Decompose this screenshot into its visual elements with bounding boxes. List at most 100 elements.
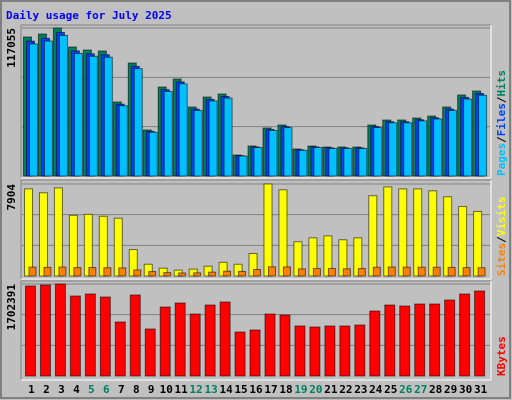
bar	[113, 217, 123, 277]
bar	[53, 187, 63, 277]
x-tick-label: 15	[234, 383, 247, 396]
bar	[103, 56, 113, 177]
bar	[88, 55, 98, 177]
legend-label: Sites	[495, 243, 508, 276]
bar	[234, 331, 246, 377]
bar	[219, 301, 231, 377]
bar	[39, 284, 51, 377]
bar	[178, 272, 187, 277]
bar	[458, 206, 468, 277]
bar	[99, 296, 111, 377]
bar	[417, 266, 426, 277]
x-tick-label: 1	[28, 383, 35, 396]
bar	[238, 155, 248, 177]
bar	[369, 310, 381, 377]
bar	[69, 295, 81, 377]
bar	[24, 285, 36, 377]
bar	[388, 122, 398, 177]
bar	[324, 325, 336, 377]
bar	[312, 268, 321, 277]
bar	[159, 306, 171, 377]
x-tick-label: 25	[384, 383, 397, 396]
x-tick-label: 28	[429, 383, 442, 396]
bar	[73, 267, 82, 277]
x-tick-label: 14	[219, 383, 233, 396]
bar	[189, 313, 201, 377]
bar	[208, 100, 218, 177]
bar	[297, 268, 306, 277]
legend-label: Hits	[495, 70, 508, 97]
bar	[339, 325, 351, 377]
legend: KBytes	[495, 336, 508, 376]
bar	[129, 294, 141, 377]
bar	[84, 293, 96, 377]
bar	[253, 147, 263, 177]
bar	[28, 43, 38, 177]
bar	[342, 268, 351, 277]
bar	[204, 304, 216, 377]
bar	[238, 270, 247, 277]
bar	[114, 321, 126, 377]
bar	[313, 147, 323, 177]
bar	[414, 303, 426, 377]
bar	[428, 190, 438, 277]
bar	[133, 68, 143, 177]
legend-separator: /	[495, 136, 508, 143]
bar	[54, 283, 66, 377]
x-tick-label: 19	[294, 383, 307, 396]
x-tick-label: 3	[58, 383, 65, 396]
bar	[429, 303, 441, 377]
legend: Pages/Files/Hits	[495, 70, 508, 176]
y-tick-label: 117055	[5, 28, 18, 68]
bar	[148, 131, 158, 177]
legend-separator: /	[495, 96, 508, 103]
bar	[148, 271, 157, 277]
x-tick-label: 29	[444, 383, 457, 396]
bar	[268, 266, 277, 277]
bar	[474, 290, 486, 377]
bar	[118, 267, 127, 277]
x-tick-label: 9	[148, 383, 155, 396]
x-tick-label: 13	[205, 383, 218, 396]
bar	[268, 129, 278, 177]
legend-label: Files	[495, 103, 508, 136]
legend-label: Visits	[495, 197, 508, 237]
bar	[383, 186, 393, 277]
bar	[478, 94, 488, 177]
x-tick-label: 23	[354, 383, 367, 396]
bar	[23, 188, 33, 277]
bar	[83, 213, 93, 277]
bar	[163, 272, 172, 277]
legend-label: KBytes	[495, 336, 508, 376]
bar	[294, 325, 306, 377]
x-tick-label: 24	[369, 383, 383, 396]
bar	[144, 328, 156, 377]
bar	[223, 97, 233, 177]
bar	[447, 266, 456, 277]
bar	[43, 40, 53, 177]
legend-separator: /	[495, 236, 508, 243]
x-tick-label: 21	[324, 383, 338, 396]
x-tick-label: 27	[414, 383, 427, 396]
bar	[264, 313, 276, 377]
x-tick-label: 31	[474, 383, 488, 396]
bar	[253, 268, 262, 277]
bar	[298, 149, 308, 177]
y-tick-label: 7904	[5, 184, 18, 211]
bar	[443, 196, 453, 277]
x-tick-label: 20	[309, 383, 322, 396]
bar	[444, 299, 456, 377]
bar	[418, 120, 428, 177]
bar	[249, 329, 261, 377]
bar	[462, 267, 471, 277]
bar	[278, 189, 288, 277]
bar	[73, 52, 83, 177]
bar	[279, 314, 291, 377]
legend-label: Pages	[495, 143, 508, 176]
bar	[103, 267, 112, 277]
bar	[432, 266, 441, 277]
bar	[193, 272, 202, 277]
x-tick-label: 18	[279, 383, 292, 396]
bar	[368, 195, 378, 277]
